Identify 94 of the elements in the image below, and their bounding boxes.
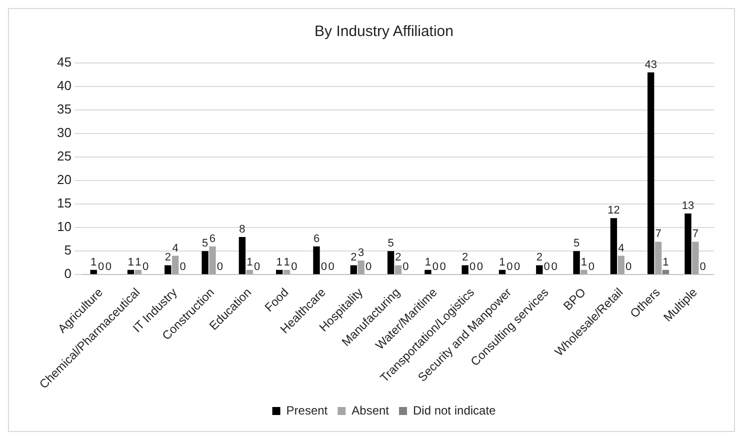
y-tick-label: 45 (56, 54, 72, 70)
bar (164, 265, 172, 274)
data-label: 8 (239, 224, 246, 236)
data-label: 0 (142, 261, 149, 274)
data-label: 2 (462, 252, 468, 264)
data-label: 0 (476, 261, 484, 274)
bar (654, 242, 662, 274)
data-label: 0 (291, 261, 298, 274)
data-label: 4 (172, 242, 178, 254)
data-label: 3 (358, 247, 364, 260)
data-label: 12 (608, 204, 620, 217)
y-tick-label: 10 (56, 219, 72, 234)
bar (610, 218, 618, 274)
data-label: 2 (536, 252, 542, 264)
bar (618, 256, 624, 274)
data-label: 1 (128, 256, 134, 268)
data-label: 1 (662, 256, 669, 268)
data-label: 0 (625, 261, 632, 274)
data-label: 0 (328, 261, 334, 274)
data-label: 2 (350, 252, 357, 264)
data-label: 0 (506, 261, 513, 274)
bar (350, 265, 357, 274)
y-tick-label: 25 (56, 148, 72, 164)
y-tick-label: 0 (64, 266, 72, 282)
bar (573, 251, 580, 274)
bar (209, 246, 216, 274)
data-label: 1 (499, 256, 506, 268)
data-label: 6 (209, 232, 216, 245)
data-label: 5 (202, 238, 208, 250)
bar (276, 270, 283, 274)
y-tick-label: 35 (56, 102, 72, 117)
bar (498, 270, 506, 274)
data-label: 0 (544, 261, 550, 274)
bar (358, 260, 364, 274)
bar (394, 265, 402, 274)
data-label: 1 (580, 256, 588, 268)
data-label: 13 (682, 200, 694, 212)
data-label: 2 (164, 252, 171, 264)
bar (692, 242, 699, 274)
bar (202, 251, 208, 274)
data-label: 0 (365, 261, 372, 274)
chart-title: By Industry Affiliation (314, 23, 454, 40)
bar (536, 265, 543, 274)
data-label: 43 (644, 58, 657, 71)
y-tick-label: 15 (56, 196, 72, 211)
bar (238, 236, 246, 274)
y-tick-label: 40 (56, 78, 72, 94)
bar (662, 270, 670, 274)
data-label: 1 (246, 256, 253, 268)
data-label: 2 (395, 252, 402, 264)
data-label: 0 (432, 261, 438, 274)
data-label: 7 (655, 228, 662, 240)
data-label: 5 (388, 238, 394, 250)
bar (127, 270, 134, 274)
bar (648, 72, 654, 274)
bar (283, 270, 290, 274)
data-label: 1 (424, 256, 432, 268)
legend-label: Did not indicate (413, 403, 496, 418)
bar (134, 270, 142, 274)
y-tick-label: 30 (56, 125, 72, 140)
bar (462, 265, 468, 274)
data-label: 1 (284, 256, 290, 268)
data-label: 5 (573, 238, 580, 250)
y-tick-label: 5 (64, 242, 72, 258)
y-tick-label: 20 (56, 172, 72, 188)
data-label: 7 (692, 228, 698, 240)
bar (172, 256, 179, 274)
data-label: 1 (135, 256, 142, 268)
data-label: 0 (588, 261, 594, 274)
data-label: 0 (254, 261, 260, 274)
data-label: 0 (98, 261, 104, 274)
data-label: 1 (276, 256, 282, 268)
bar (387, 251, 394, 274)
data-label: 0 (700, 261, 706, 274)
data-label: 0 (551, 261, 558, 274)
bar (684, 213, 692, 274)
bar (580, 270, 588, 274)
data-label: 4 (618, 242, 624, 254)
data-label: 6 (313, 232, 320, 245)
bar (313, 246, 320, 274)
data-label: 0 (180, 261, 186, 274)
data-label: 0 (320, 261, 327, 274)
bar (424, 270, 432, 274)
data-label: 0 (216, 261, 223, 274)
data-label: 1 (90, 256, 97, 268)
data-label: 0 (105, 261, 112, 274)
legend-label: Present (286, 403, 328, 418)
data-label: 0 (469, 261, 476, 274)
data-label: 0 (440, 261, 446, 274)
data-label: 0 (402, 261, 409, 274)
data-label: 0 (514, 261, 520, 274)
bar (246, 270, 253, 274)
legend-label: Absent (352, 403, 390, 418)
bar (90, 270, 97, 274)
